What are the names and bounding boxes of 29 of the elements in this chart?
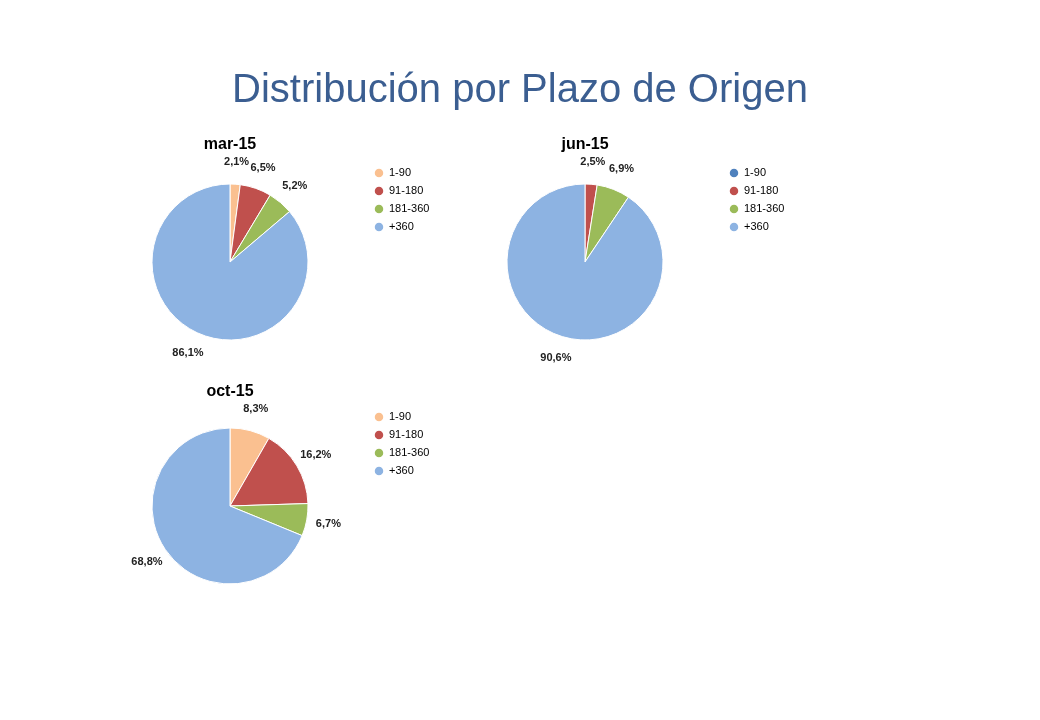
data-label: 86,1% xyxy=(172,345,204,358)
data-label: 2,5% xyxy=(580,155,606,168)
data-label: 8,3% xyxy=(243,402,269,415)
legend-label: 91-180 xyxy=(744,184,779,196)
data-label: 90,6% xyxy=(540,350,572,363)
chart-title: oct-15 xyxy=(206,382,254,400)
data-label: 68,8% xyxy=(131,554,163,567)
legend-label: 1-90 xyxy=(389,166,412,178)
legend-label: 1-90 xyxy=(744,166,767,178)
data-label: 6,5% xyxy=(250,160,276,173)
pie-slice xyxy=(506,183,664,341)
data-label: 16,2% xyxy=(300,447,332,460)
legend-label: 91-180 xyxy=(389,184,424,196)
legend-label: 181-360 xyxy=(744,202,785,214)
chart-title: jun-15 xyxy=(560,135,609,152)
data-label: 6,9% xyxy=(608,161,635,174)
data-label: 6,7% xyxy=(315,516,342,529)
legend-label: 181-360 xyxy=(389,202,430,214)
data-label: 5,2% xyxy=(282,178,308,191)
legend-label: 1-90 xyxy=(389,410,412,422)
pie-slice xyxy=(151,183,309,341)
data-label: 2,1% xyxy=(224,155,250,168)
legend-label: 181-360 xyxy=(389,446,430,458)
legend-label: +360 xyxy=(389,464,414,476)
text: Distribución por Plazo de Origen xyxy=(231,66,809,111)
legend-label: +360 xyxy=(744,220,769,232)
legend-label: 91-180 xyxy=(389,428,424,440)
legend-label: +360 xyxy=(389,220,414,232)
chart-title: mar-15 xyxy=(203,135,257,153)
